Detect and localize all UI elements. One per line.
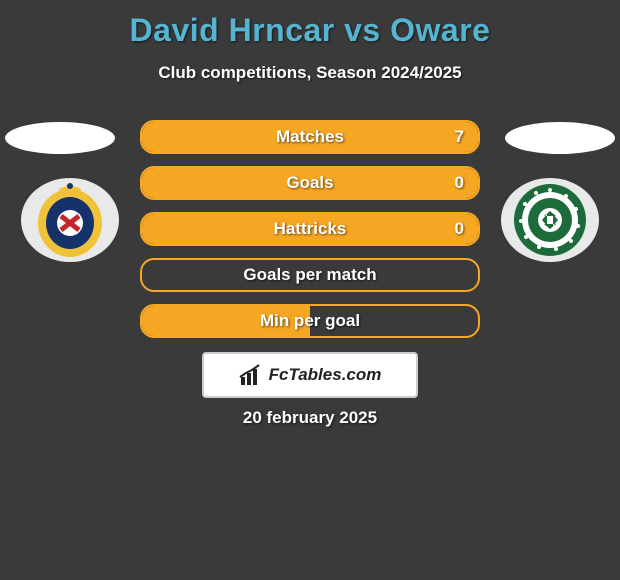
subtitle: Club competitions, Season 2024/2025: [0, 63, 620, 83]
watermark-badge: FcTables.com: [202, 352, 418, 398]
stat-row: Goals 0: [140, 166, 480, 200]
stat-label: Goals per match: [243, 265, 376, 285]
bar-chart-icon: [239, 363, 263, 387]
player-right-marker: [505, 122, 615, 154]
watermark-text: FcTables.com: [269, 365, 382, 385]
stat-row: Hattricks 0: [140, 212, 480, 246]
stats-panel: Matches 7 Goals 0 Hattricks 0 Goals per match M…: [140, 120, 480, 350]
waasland-beveren-crest-icon: [31, 181, 109, 259]
club-badge-left: [21, 178, 119, 262]
stat-value: 0: [455, 219, 464, 239]
stat-label: Min per goal: [260, 311, 360, 331]
stat-row: Min per goal: [140, 304, 480, 338]
stat-label: Matches: [276, 127, 344, 147]
stat-value: 0: [455, 173, 464, 193]
player-left-marker: [5, 122, 115, 154]
page-title: David Hrncar vs Oware: [0, 0, 620, 49]
stat-label: Hattricks: [274, 219, 347, 239]
stat-value: 7: [455, 127, 464, 147]
club-badge-right: [501, 178, 599, 262]
stat-row: Matches 7: [140, 120, 480, 154]
date-label: 20 february 2025: [0, 408, 620, 428]
stat-label: Goals: [286, 173, 333, 193]
stat-row: Goals per match: [140, 258, 480, 292]
lommel-united-crest-icon: [511, 181, 589, 259]
